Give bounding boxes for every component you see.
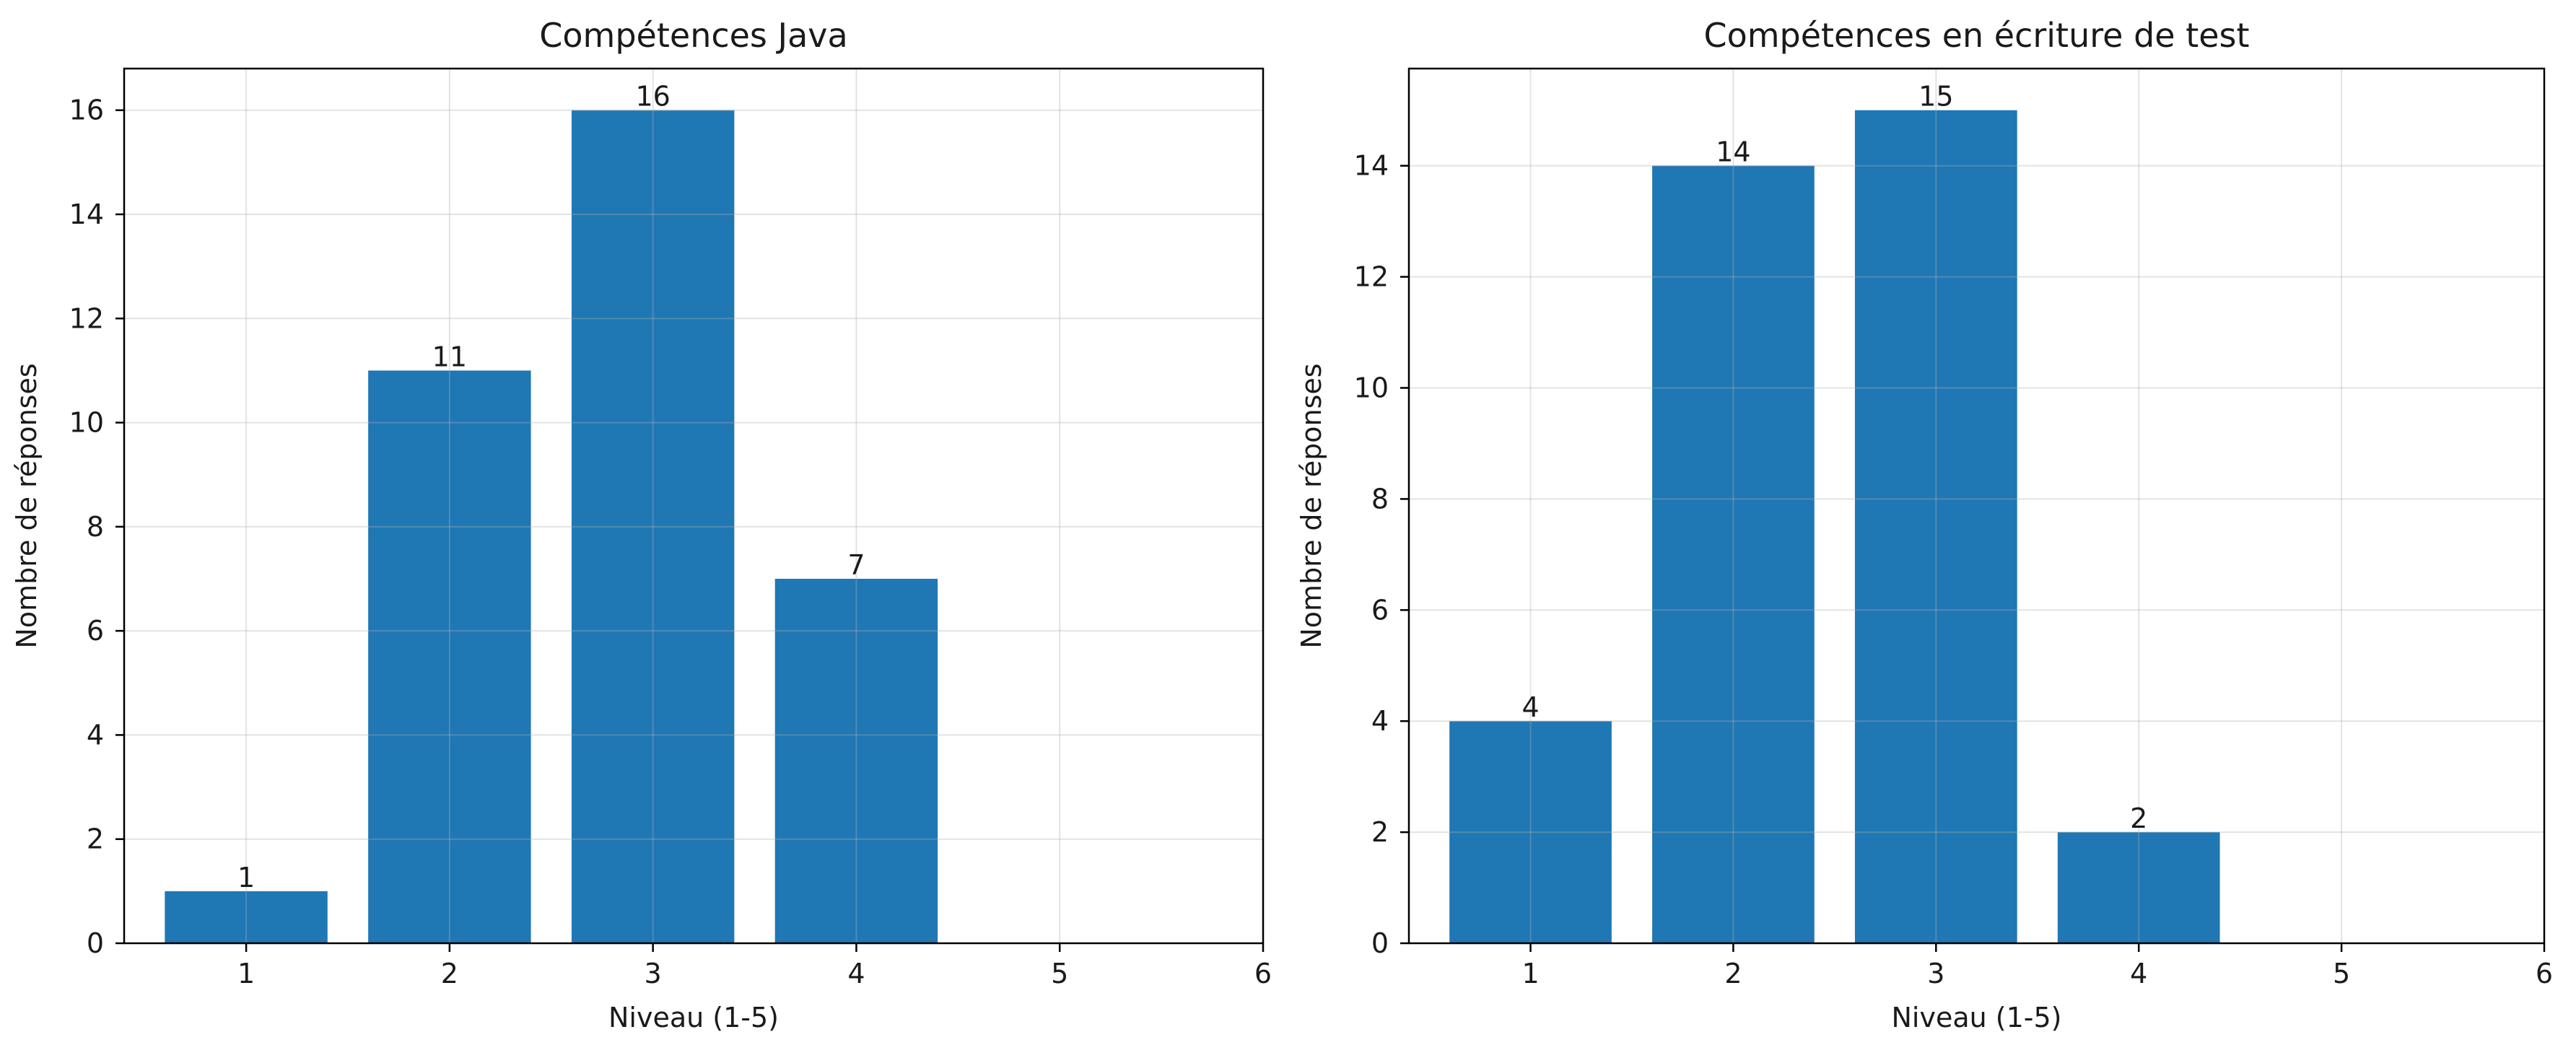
y-tick-label: 0 xyxy=(1371,927,1389,959)
y-tick-label: 10 xyxy=(69,407,104,439)
y-tick-label: 10 xyxy=(1354,372,1389,403)
y-tick-label: 2 xyxy=(87,823,104,855)
data-label-level-1: 4 xyxy=(1521,691,1539,723)
x-axis-label: Niveau (1-5) xyxy=(608,1002,779,1033)
bar-level-3 xyxy=(571,110,735,944)
data-label-level-4: 7 xyxy=(847,549,865,581)
x-tick-label: 1 xyxy=(1521,958,1539,989)
data-label-level-3: 16 xyxy=(635,81,670,113)
y-tick-label: 14 xyxy=(1354,150,1389,182)
x-tick-label: 5 xyxy=(2333,958,2350,989)
x-tick-label: 4 xyxy=(847,958,865,989)
bar-level-2 xyxy=(368,370,531,943)
bar-level-3 xyxy=(1854,110,2017,944)
y-axis-label: Nombre de réponses xyxy=(11,363,43,648)
x-tick-label: 3 xyxy=(645,958,662,989)
y-tick-label: 8 xyxy=(1371,483,1389,515)
y-tick-label: 6 xyxy=(87,615,104,647)
y-tick-label: 0 xyxy=(87,927,104,959)
x-tick-label: 6 xyxy=(1254,958,1272,989)
x-tick-label: 3 xyxy=(1927,958,1944,989)
bar-level-4 xyxy=(774,579,938,943)
data-label-level-3: 15 xyxy=(1918,81,1953,113)
data-label-level-4: 2 xyxy=(2130,803,2147,834)
y-tick-label: 2 xyxy=(1371,816,1389,848)
y-tick-label: 12 xyxy=(69,302,104,334)
x-tick-label: 1 xyxy=(237,958,255,989)
axes-frame xyxy=(123,67,1265,945)
y-tick-label: 12 xyxy=(1354,261,1389,293)
x-tick-label: 5 xyxy=(1051,958,1068,989)
y-tick-label: 4 xyxy=(1371,705,1389,737)
chart-title: Compétences Java xyxy=(539,16,847,55)
x-tick-label: 2 xyxy=(441,958,458,989)
data-label-level-2: 14 xyxy=(1716,136,1750,168)
bar-level-1 xyxy=(165,891,328,943)
x-axis-label: Niveau (1-5) xyxy=(1891,1002,2061,1033)
y-tick-label: 16 xyxy=(69,95,104,126)
x-tick-label: 2 xyxy=(1724,958,1742,989)
data-label-level-1: 1 xyxy=(237,862,255,893)
data-label-level-2: 11 xyxy=(432,341,467,372)
bar-level-1 xyxy=(1449,721,1612,943)
chart-title: Compétences en écriture de test xyxy=(1703,16,2249,55)
y-tick-label: 14 xyxy=(69,198,104,230)
y-tick-label: 6 xyxy=(1371,594,1389,626)
x-tick-label: 6 xyxy=(2536,958,2553,989)
axes-frame xyxy=(1407,67,2546,945)
x-tick-label: 4 xyxy=(2130,958,2147,989)
bar-level-4 xyxy=(2057,832,2220,943)
y-axis-label: Nombre de réponses xyxy=(1296,363,1327,648)
bar-level-2 xyxy=(1652,165,1815,944)
y-tick-label: 4 xyxy=(87,719,104,751)
y-tick-label: 8 xyxy=(87,511,104,543)
